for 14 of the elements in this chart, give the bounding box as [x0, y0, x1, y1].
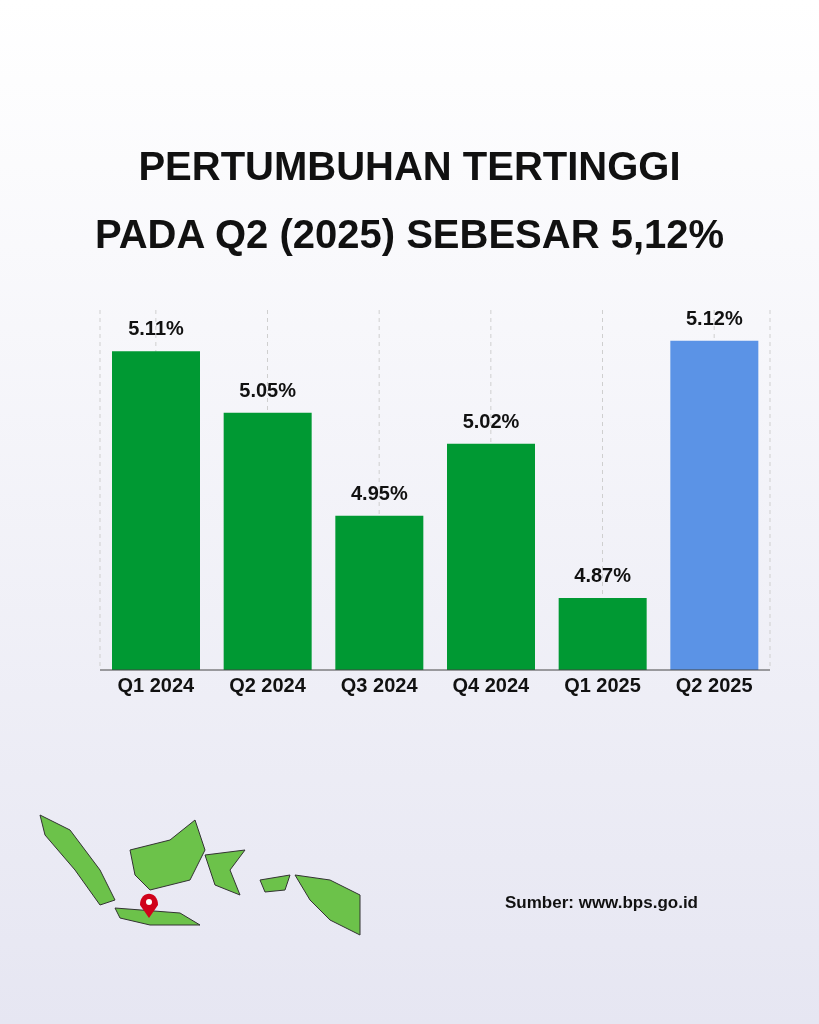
data-label: 5.05%	[239, 378, 297, 401]
x-tick-label: Q3 2024	[340, 674, 419, 697]
data-label: 5.12%	[685, 306, 743, 329]
x-tick-label: Q1 2024	[117, 674, 196, 697]
data-label: 5.02%	[462, 409, 520, 432]
data-label: 4.95%	[350, 481, 408, 504]
x-tick-label: Q1 2025	[564, 674, 641, 697]
data-label: 5.11%	[128, 317, 185, 340]
text: Sumber: www.bps.go.id	[505, 893, 698, 913]
data-label: 4.87%	[574, 564, 632, 586]
x-tick-label: Q2 2025	[675, 674, 753, 697]
chart-title: PERTUMBUHAN TERTINGGI PADA Q2 (2025) SEBESAR 5,12%	[93, 143, 726, 258]
x-tick-label: Q2 2024	[229, 674, 307, 697]
x-tick-label: Q4 2024	[452, 674, 531, 697]
